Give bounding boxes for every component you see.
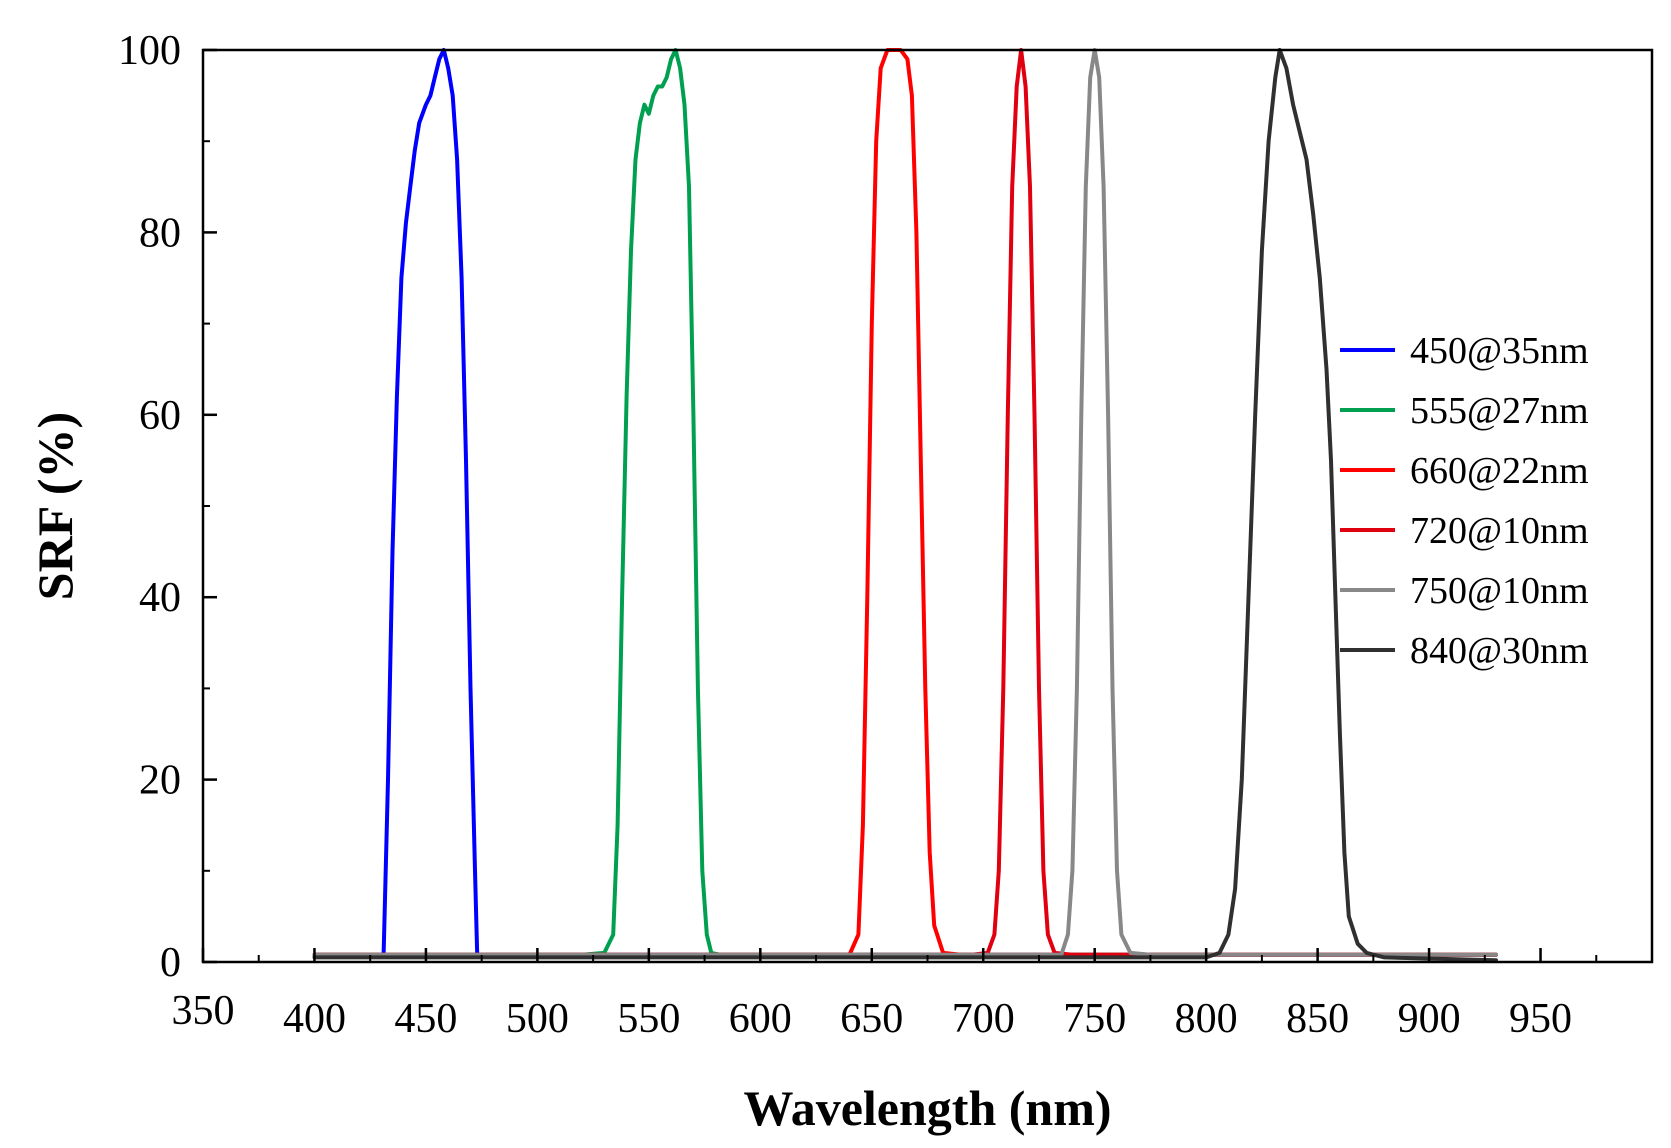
y-tick-label: 40 <box>139 575 181 621</box>
y-tick-label: 100 <box>118 28 181 74</box>
x-tick-label: 650 <box>840 996 903 1042</box>
legend-label-5: 750@10nm <box>1410 570 1589 612</box>
legend: 450@35nm 555@27nm 660@22nm 720@10nm 750@10nm… <box>1340 330 1589 672</box>
y-axis-title: SRF (%) <box>27 412 83 600</box>
series-line-2 <box>312 48 1498 957</box>
series-line-5 <box>312 48 1498 957</box>
x-tick-label: 750 <box>1063 996 1126 1042</box>
x-tick-label: 600 <box>729 996 792 1042</box>
legend-label-1: 450@35nm <box>1410 330 1589 372</box>
series-line-3 <box>312 48 1498 957</box>
x-tick-label: 450 <box>394 996 457 1042</box>
y-tick-label: 60 <box>139 393 181 439</box>
legend-label-6: 840@30nm <box>1410 630 1589 672</box>
x-tick-label: 900 <box>1398 996 1461 1042</box>
x-tick-label: 400 <box>283 996 346 1042</box>
x-tick-label: 800 <box>1175 996 1238 1042</box>
legend-label-4: 720@10nm <box>1410 510 1589 552</box>
x-tick-label: 500 <box>506 996 569 1042</box>
x-tick-label: 350 <box>172 988 235 1034</box>
legend-label-3: 660@22nm <box>1410 450 1589 492</box>
y-tick-label: 20 <box>139 758 181 804</box>
x-axis-title: Wavelength (nm) <box>743 1080 1111 1136</box>
axis-ticks <box>201 48 1598 964</box>
axis-tick-labels: 350 400 450 500 550 600 650 700 750 800 850 900 950 0… <box>118 28 1572 1042</box>
y-tick-label: 0 <box>160 940 181 986</box>
x-tick-label: 950 <box>1509 996 1572 1042</box>
x-tick-label: 550 <box>617 996 680 1042</box>
x-tick-label: 700 <box>952 996 1015 1042</box>
series-line-1 <box>312 48 1498 957</box>
x-tick-label: 850 <box>1286 996 1349 1042</box>
legend-label-2: 555@27nm <box>1410 390 1589 432</box>
y-tick-label: 80 <box>139 210 181 256</box>
series-line-6 <box>312 48 1498 963</box>
